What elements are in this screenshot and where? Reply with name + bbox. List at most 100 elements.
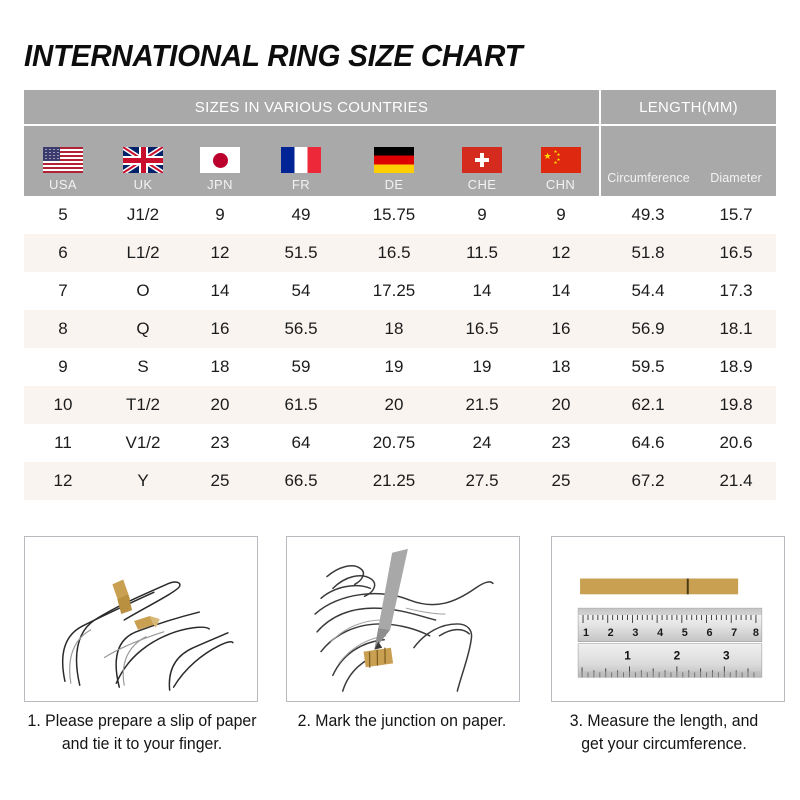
cell-usa: 9 [24, 348, 102, 386]
cell-diameter: 18.1 [696, 310, 777, 348]
caption-line: 3. Measure the length, and [569, 712, 759, 730]
cell-jpn: 14 [184, 272, 256, 310]
column-header-de: DE [346, 124, 442, 196]
flag-japan-icon [200, 147, 240, 173]
cell-diameter: 20.6 [696, 424, 777, 462]
cell-chn: 9 [522, 196, 600, 234]
column-header-fr: FR [256, 124, 346, 196]
cell-fr: 49 [256, 196, 346, 234]
ring-size-table: SIZES IN VARIOUS COUNTRIES LENGTH(MM) US… [24, 90, 777, 500]
cell-chn: 14 [522, 272, 600, 310]
cell-fr: 51.5 [256, 234, 346, 272]
flag-china-icon: ★ ★ ★ ★ ★ [540, 147, 581, 173]
table-row: 9 S 18 59 19 19 18 59.5 18.9 [24, 348, 777, 386]
svg-text:1: 1 [583, 627, 589, 639]
table-row: 7 O 14 54 17.25 14 14 54.4 17.3 [24, 272, 777, 310]
cell-che: 16.5 [442, 310, 522, 348]
column-header-diameter: Diameter [696, 124, 777, 196]
cell-circumference: 51.8 [600, 234, 696, 272]
table-row: 8 Q 16 56.5 18 16.5 16 56.9 18.1 [24, 310, 777, 348]
column-header-che: CHE [442, 124, 522, 196]
cell-jpn: 12 [184, 234, 256, 272]
column-label-de: DE [384, 177, 404, 192]
group-header-sizes: SIZES IN VARIOUS COUNTRIES [24, 90, 600, 125]
column-label-fr: FR [291, 177, 311, 192]
cell-fr: 56.5 [256, 310, 346, 348]
svg-text:3: 3 [632, 627, 638, 639]
cell-diameter: 17.3 [696, 272, 777, 310]
column-label-usa: USA [49, 177, 77, 192]
svg-text:7: 7 [731, 627, 737, 639]
ring-size-table-container: SIZES IN VARIOUS COUNTRIES LENGTH(MM) US… [24, 90, 777, 500]
caption-line: 1. Please prepare a slip of paper [27, 712, 257, 730]
cell-chn: 12 [522, 234, 600, 272]
column-label-diameter: Diameter [710, 171, 762, 185]
cell-uk: L1/2 [102, 234, 184, 272]
cell-uk: J1/2 [102, 196, 184, 234]
table-row: 10 T1/2 20 61.5 20 21.5 20 62.1 19.8 [24, 386, 777, 424]
svg-text:3: 3 [723, 649, 730, 663]
cell-che: 27.5 [442, 462, 522, 500]
caption-line: and tie it to your finger. [61, 735, 223, 753]
cell-uk: Q [102, 310, 184, 348]
cell-chn: 18 [522, 348, 600, 386]
cell-chn: 25 [522, 462, 600, 500]
table-row: 5 J1/2 9 49 15.75 9 9 49.3 15.7 [24, 196, 777, 234]
cell-che: 9 [442, 196, 522, 234]
column-label-che: CHE [467, 177, 497, 192]
cell-fr: 59 [256, 348, 346, 386]
cell-uk: V1/2 [102, 424, 184, 462]
svg-text:6: 6 [706, 627, 712, 639]
cell-fr: 66.5 [256, 462, 346, 500]
flag-germany-icon [374, 147, 414, 173]
column-header-jpn: JPN [184, 124, 256, 196]
cell-diameter: 19.8 [696, 386, 777, 424]
svg-text:2: 2 [674, 649, 681, 663]
svg-text:4: 4 [657, 627, 663, 639]
column-label-circumference: Circumference [607, 171, 690, 185]
cell-chn: 20 [522, 386, 600, 424]
cell-uk: Y [102, 462, 184, 500]
cell-usa: 10 [24, 386, 102, 424]
cell-usa: 6 [24, 234, 102, 272]
cell-jpn: 16 [184, 310, 256, 348]
table-row: 12 Y 25 66.5 21.25 27.5 25 67.2 21.4 [24, 462, 777, 500]
cell-circumference: 67.2 [600, 462, 696, 500]
cell-diameter: 21.4 [696, 462, 777, 500]
instruction-caption-2: 2. Mark the junction on paper. [273, 710, 530, 733]
cell-che: 14 [442, 272, 522, 310]
cell-chn: 16 [522, 310, 600, 348]
column-label-chn: CHN [545, 177, 576, 192]
cell-usa: 11 [24, 424, 102, 462]
cell-jpn: 9 [184, 196, 256, 234]
caption-line: 2. Mark the junction on paper. [297, 712, 507, 730]
cell-usa: 12 [24, 462, 102, 500]
page-title: INTERNATIONAL RING SIZE CHART [24, 38, 523, 73]
cell-de: 18 [346, 310, 442, 348]
flag-uk-icon [123, 147, 163, 173]
cell-circumference: 64.6 [600, 424, 696, 462]
column-label-uk: UK [133, 177, 153, 192]
cell-usa: 8 [24, 310, 102, 348]
cell-uk: S [102, 348, 184, 386]
instruction-caption-1: 1. Please prepare a slip of paper and ti… [13, 710, 270, 756]
cell-usa: 5 [24, 196, 102, 234]
cell-de: 20 [346, 386, 442, 424]
hand-marking-paper-with-pen-illustration [286, 536, 520, 702]
svg-text:2: 2 [608, 627, 614, 639]
cell-uk: T1/2 [102, 386, 184, 424]
cell-diameter: 15.7 [696, 196, 777, 234]
cell-de: 21.25 [346, 462, 442, 500]
cell-che: 19 [442, 348, 522, 386]
table-row: 11 V1/2 23 64 20.75 24 23 64.6 20.6 [24, 424, 777, 462]
cell-de: 15.75 [346, 196, 442, 234]
hand-with-paper-strip-illustration [24, 536, 258, 702]
instruction-caption-3: 3. Measure the length, and get your circ… [535, 710, 792, 756]
cell-uk: O [102, 272, 184, 310]
cell-diameter: 16.5 [696, 234, 777, 272]
cell-che: 11.5 [442, 234, 522, 272]
column-header-uk: UK [102, 124, 184, 196]
svg-text:5: 5 [682, 627, 688, 639]
group-header-length: LENGTH(MM) [598, 90, 777, 125]
flag-usa-icon [43, 147, 83, 173]
